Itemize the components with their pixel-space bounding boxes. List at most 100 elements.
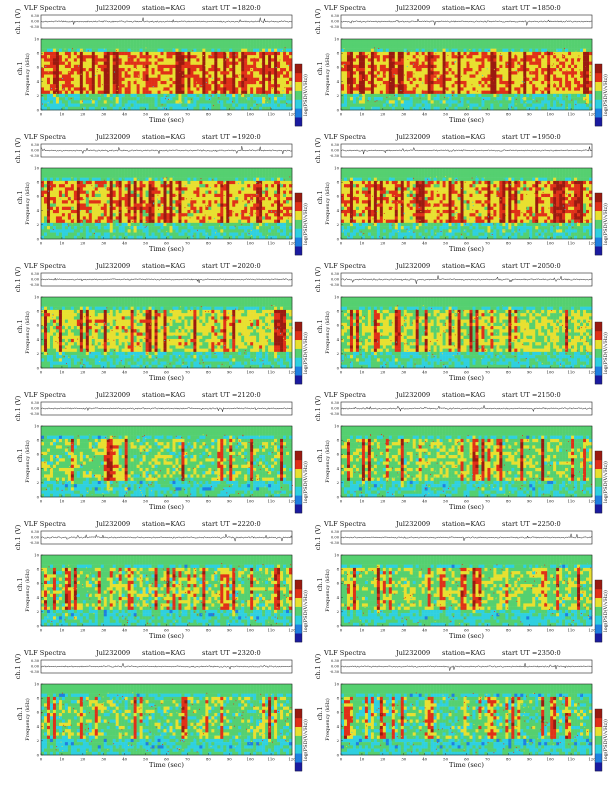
time-tick-label: 0 bbox=[340, 241, 343, 246]
colorbar-label: log(PSD(V/√Hz)) bbox=[602, 74, 609, 116]
channel-label: ch.1 bbox=[316, 191, 324, 205]
time-tick-label: 20 bbox=[380, 757, 385, 762]
colorbar-label: log(PSD(V/√Hz)) bbox=[302, 332, 309, 374]
time-tick-label: 40 bbox=[422, 112, 427, 117]
time-tick-label: 20 bbox=[380, 112, 385, 117]
waveform-tick-label: -0.30 bbox=[330, 283, 340, 287]
waveform-axis-label: ch.1 (V) bbox=[14, 267, 22, 292]
waveform-tick-label: -0.30 bbox=[30, 283, 40, 287]
channel-label: ch.1 bbox=[316, 578, 324, 592]
time-tick-label: 80 bbox=[506, 757, 511, 762]
frequency-axis-label: Frequency (kHz) bbox=[24, 698, 31, 741]
time-tick-label: 80 bbox=[506, 628, 511, 633]
time-tick-label: 80 bbox=[506, 499, 511, 504]
waveform-tick-label: 0.00 bbox=[331, 278, 340, 282]
time-tick-label: 110 bbox=[567, 241, 575, 246]
frequency-tick-label: 2 bbox=[37, 609, 40, 614]
time-tick-label: 40 bbox=[122, 112, 127, 117]
waveform-trace bbox=[340, 533, 593, 542]
time-axis-label: Time (sec) bbox=[149, 245, 184, 253]
frequency-tick-label: 8 bbox=[337, 180, 340, 185]
time-tick-label: 110 bbox=[567, 370, 575, 375]
frequency-tick-label: 6 bbox=[337, 323, 340, 328]
time-tick-label: 50 bbox=[143, 499, 148, 504]
colorbar-label: log(PSD(V/√Hz)) bbox=[602, 332, 609, 374]
panel-station: station=KAG bbox=[442, 520, 485, 529]
spectrogram: 0 2 4 6 8 10 Frequency (kHz)ch.1 0 10 20 30 40 50 60 7… bbox=[316, 552, 596, 640]
frequency-tick-label: 6 bbox=[37, 323, 40, 328]
spectra-panel: VLF Spectra Jul232009 station=KAG start UT … bbox=[312, 391, 609, 521]
time-tick-label: 110 bbox=[567, 628, 575, 633]
spectra-panel: VLF Spectra Jul232009 station=KAG start UT … bbox=[12, 4, 309, 134]
waveform-trace bbox=[340, 404, 593, 413]
panel-station: station=KAG bbox=[442, 649, 485, 658]
spectrogram: 0 2 4 6 8 10 Frequency (kHz)ch.1 0 10 20 30 40 50 60 7… bbox=[316, 294, 596, 382]
frequency-tick-label: 10 bbox=[34, 552, 39, 557]
panel-program-title: VLF Spectra bbox=[324, 262, 366, 271]
time-tick-label: 30 bbox=[101, 112, 106, 117]
time-tick-label: 50 bbox=[443, 499, 448, 504]
frequency-tick-label: 0 bbox=[37, 236, 40, 241]
colorbar: log(PSD(V/√Hz)) bbox=[594, 63, 609, 127]
panel-date: Jul232009 bbox=[396, 4, 430, 13]
panel-station: station=KAG bbox=[442, 391, 485, 400]
frequency-tick-label: 0 bbox=[337, 494, 340, 499]
spectra-panel: VLF Spectra Jul232009 station=KAG start UT … bbox=[12, 649, 309, 779]
spectra-panel: VLF Spectra Jul232009 station=KAG start UT … bbox=[12, 520, 309, 650]
time-tick-label: 30 bbox=[101, 628, 106, 633]
waveform-axis-label: ch.1 (V) bbox=[314, 396, 322, 421]
frequency-tick-label: 4 bbox=[37, 79, 40, 84]
frequency-tick-label: 2 bbox=[337, 609, 340, 614]
time-tick-label: 40 bbox=[422, 241, 427, 246]
frequency-tick-label: 6 bbox=[337, 65, 340, 70]
waveform-tick-label: 0.30 bbox=[331, 143, 340, 147]
time-tick-label: 80 bbox=[206, 757, 211, 762]
time-tick-label: 0 bbox=[340, 370, 343, 375]
frequency-tick-label: 8 bbox=[337, 567, 340, 572]
time-axis-label: Time (sec) bbox=[149, 503, 184, 511]
waveform-tick-label: 0.00 bbox=[331, 536, 340, 540]
frequency-tick-label: 10 bbox=[34, 423, 39, 428]
waveform-trace bbox=[40, 146, 293, 155]
time-tick-label: 90 bbox=[527, 241, 532, 246]
colorbar: log(PSD(V/√Hz)) bbox=[294, 450, 309, 514]
frequency-tick-label: 10 bbox=[34, 165, 39, 170]
time-tick-label: 50 bbox=[443, 757, 448, 762]
colorbar-label: log(PSD(V/√Hz)) bbox=[302, 461, 309, 503]
panel-program-title: VLF Spectra bbox=[24, 262, 66, 271]
frequency-tick-label: 8 bbox=[37, 567, 40, 572]
waveform-tick-label: 0.00 bbox=[31, 407, 40, 411]
frequency-tick-label: 2 bbox=[337, 351, 340, 356]
waveform-trace bbox=[40, 533, 293, 542]
panel-plot: 0.30 0.00-0.30 ch.1 (V) 0 2 4 6 8 10 Frequency (k… bbox=[14, 138, 309, 256]
waveform-tick-label: 0.30 bbox=[31, 143, 40, 147]
spectrogram: 0 2 4 6 8 10 Frequency (kHz)ch.1 0 10 20 30 40 50 60 7… bbox=[16, 423, 296, 511]
time-axis-label: Time (sec) bbox=[449, 374, 484, 382]
waveform-plot: 0.30 0.00-0.30 ch.1 (V) bbox=[314, 9, 593, 34]
time-tick-label: 70 bbox=[185, 499, 190, 504]
time-tick-label: 100 bbox=[547, 112, 555, 117]
spectra-panel: VLF Spectra Jul232009 station=KAG start UT … bbox=[312, 262, 609, 392]
frequency-tick-label: 4 bbox=[337, 466, 340, 471]
waveform-trace bbox=[340, 18, 593, 26]
colorbar: log(PSD(V/√Hz)) bbox=[294, 192, 309, 256]
frequency-tick-label: 10 bbox=[34, 294, 39, 299]
time-tick-label: 40 bbox=[122, 628, 127, 633]
time-tick-label: 120 bbox=[288, 628, 296, 633]
panel-station: station=KAG bbox=[142, 133, 185, 142]
time-tick-label: 110 bbox=[267, 370, 275, 375]
frequency-tick-label: 2 bbox=[37, 738, 40, 743]
time-tick-label: 30 bbox=[401, 370, 406, 375]
colorbar-label: log(PSD(V/√Hz)) bbox=[602, 590, 609, 632]
panel-plot: 0.30 0.00-0.30 ch.1 (V) 0 2 4 6 8 10 Frequency (k… bbox=[14, 525, 309, 643]
time-tick-label: 50 bbox=[443, 628, 448, 633]
channel-label: ch.1 bbox=[316, 449, 324, 463]
waveform-tick-label: -0.30 bbox=[330, 25, 340, 29]
frequency-axis-label: Frequency (kHz) bbox=[324, 440, 331, 483]
time-tick-label: 40 bbox=[122, 757, 127, 762]
panel-date: Jul232009 bbox=[396, 391, 430, 400]
frequency-tick-label: 2 bbox=[337, 738, 340, 743]
frequency-tick-label: 8 bbox=[337, 51, 340, 56]
time-tick-label: 0 bbox=[340, 499, 343, 504]
time-tick-label: 90 bbox=[527, 499, 532, 504]
